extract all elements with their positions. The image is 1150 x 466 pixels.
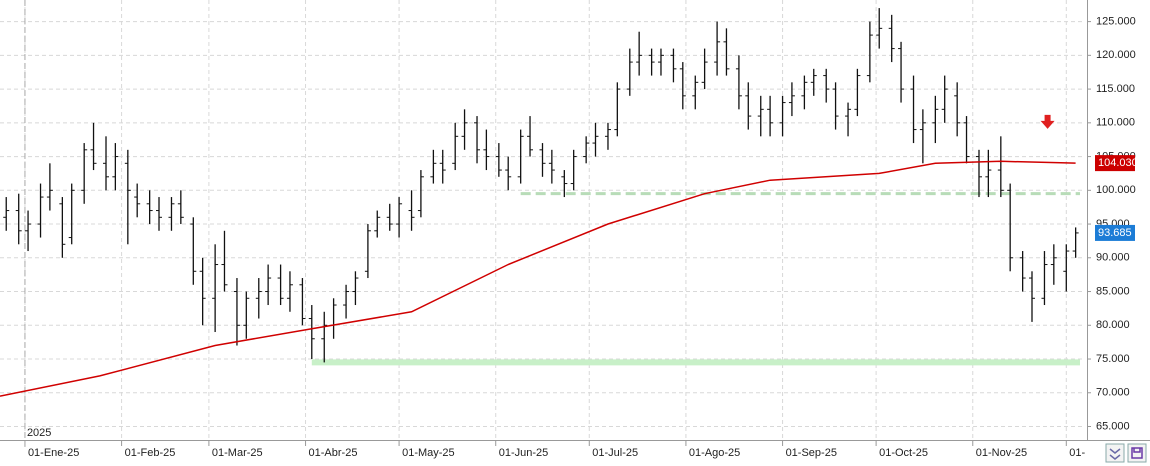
save-icon (1131, 447, 1143, 459)
price-label-box (1095, 224, 1135, 241)
y-tick-label: 125.000 (1096, 16, 1136, 28)
price-label: 93.685 (1098, 227, 1132, 239)
moving-average-line (0, 160, 1076, 397)
x-tick-label: 01-Abr-25 (309, 447, 358, 459)
y-tick-label: 75.000 (1096, 353, 1130, 365)
x-tick-label: 01-Ago-25 (689, 447, 740, 459)
y-tick-label: 110.000 (1096, 117, 1135, 129)
x-tick-label: 01-Mar-25 (212, 447, 263, 459)
x-tick-label: 01-Oct-25 (879, 447, 928, 459)
y-tick-label: 115.000 (1096, 83, 1135, 95)
y-tick-label: 90.000 (1096, 252, 1130, 264)
y-tick-label: 65.000 (1096, 420, 1130, 432)
y-tick-label: 100.000 (1096, 184, 1136, 196)
price-bars (3, 8, 1079, 363)
x-tick-label: 01-Feb-25 (125, 447, 176, 459)
x-tick-label: 01-Jul-25 (592, 447, 638, 459)
x-tick-label: 01-Sep-25 (786, 447, 837, 459)
year-label: 2025 (27, 427, 51, 439)
toolbar (1105, 443, 1147, 463)
price-label-box (1095, 155, 1135, 172)
price-label: 104.030 (1098, 157, 1138, 169)
save-button[interactable] (1127, 443, 1147, 463)
zoom-icon (1109, 448, 1121, 460)
y-tick-label: 85.000 (1096, 285, 1130, 297)
x-tick-label: 01-Jun-25 (499, 447, 549, 459)
x-tick-label: 01-May-25 (402, 447, 455, 459)
x-tick-label: 01- (1069, 447, 1085, 459)
y-tick-label: 120.000 (1096, 49, 1136, 61)
y-tick-label: 70.000 (1096, 387, 1130, 399)
y-tick-label: 80.000 (1096, 319, 1130, 331)
x-tick-label: 01-Nov-25 (976, 447, 1027, 459)
signal-arrow (1040, 114, 1055, 129)
x-tick-label: 01-Ene-25 (28, 447, 79, 459)
